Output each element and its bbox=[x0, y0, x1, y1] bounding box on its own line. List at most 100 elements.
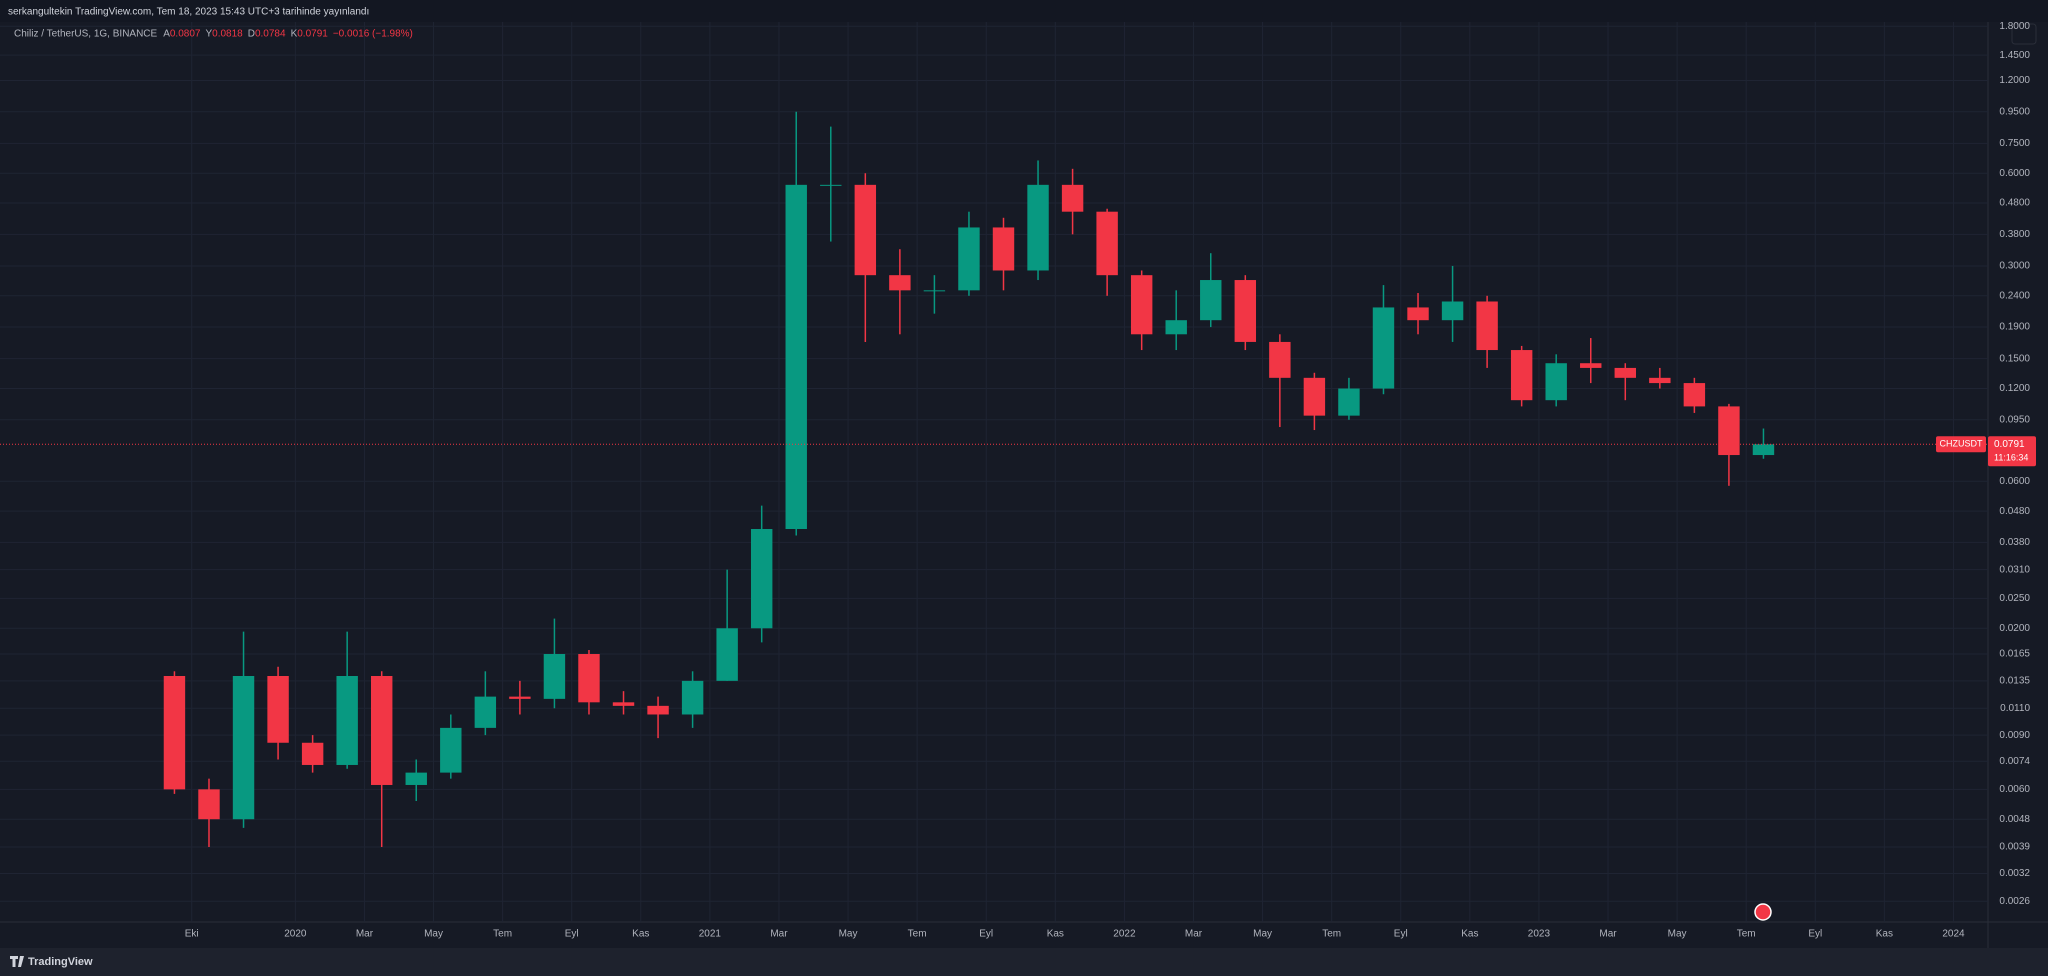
candle-body bbox=[992, 227, 1015, 271]
y-tick-label: 0.0200 bbox=[1999, 623, 2030, 634]
x-tick-label: Mar bbox=[1185, 929, 1203, 940]
candle-body bbox=[371, 675, 393, 785]
x-tick-label: Kas bbox=[632, 929, 649, 940]
candle-body bbox=[1683, 383, 1706, 407]
candle-body bbox=[958, 227, 980, 291]
y-tick-label: 0.0600 bbox=[1999, 476, 2030, 487]
candle-body bbox=[889, 275, 911, 291]
legend-ohlc-value: 0.0791 bbox=[297, 29, 328, 40]
footer-bar bbox=[0, 948, 2048, 976]
y-tick-label: 0.1900 bbox=[1999, 322, 2030, 333]
y-tick-label: 0.6000 bbox=[1999, 168, 2030, 179]
candle-body bbox=[785, 184, 807, 530]
x-tick-label: Eki bbox=[185, 929, 199, 940]
candle-body bbox=[1372, 307, 1395, 389]
candle-body bbox=[1096, 211, 1118, 276]
candle-body bbox=[405, 772, 427, 785]
legend-ohlc-value: 0.0784 bbox=[255, 29, 286, 40]
y-tick-label: 1.2000 bbox=[1999, 75, 2030, 86]
legend-ohlc-label: Y bbox=[205, 29, 212, 40]
y-tick-label: 0.0380 bbox=[1999, 537, 2030, 548]
y-tick-label: 0.0074 bbox=[1999, 756, 2030, 767]
candle-body bbox=[267, 675, 289, 743]
candle-body bbox=[612, 702, 635, 706]
x-tick-label: Kas bbox=[1047, 929, 1064, 940]
candle-body bbox=[1580, 363, 1602, 368]
candle-body bbox=[1165, 320, 1187, 335]
candle-body bbox=[647, 705, 669, 715]
event-icon[interactable] bbox=[1754, 903, 1772, 921]
candle-body bbox=[716, 628, 738, 681]
y-tick-label: 0.3000 bbox=[1999, 261, 2030, 272]
candles bbox=[163, 111, 1775, 847]
candle-body bbox=[336, 675, 358, 765]
x-tick-label: Eyl bbox=[1394, 929, 1408, 940]
symbol-tag bbox=[1936, 436, 1986, 453]
legend-symbol: Chiliz / TetherUS, 1G, BINANCE bbox=[14, 29, 158, 40]
legend-ohlc-label: K bbox=[291, 29, 298, 40]
x-tick-label: 2022 bbox=[1113, 929, 1136, 940]
y-tick-label: 0.9500 bbox=[1999, 106, 2030, 117]
candle-body bbox=[1752, 444, 1775, 456]
y-tick-label: 1.4500 bbox=[1999, 50, 2030, 61]
candle-body bbox=[198, 789, 220, 820]
x-tick-label: May bbox=[1668, 929, 1687, 940]
candle-body bbox=[543, 654, 566, 699]
candle-body bbox=[1130, 275, 1153, 335]
y-tick-label: 0.0048 bbox=[1999, 814, 2030, 825]
candle-body bbox=[474, 696, 497, 728]
candle-body bbox=[1649, 377, 1671, 384]
brand: TradingView bbox=[28, 956, 93, 968]
y-tick-label: 0.4800 bbox=[1999, 198, 2030, 209]
candle-body bbox=[1234, 280, 1257, 342]
y-tick-label: 1.8000 bbox=[1999, 21, 2030, 32]
candle-body bbox=[163, 675, 186, 790]
y-tick-label: 0.0135 bbox=[1999, 676, 2030, 687]
symbol-tag-text: CHZUSDT bbox=[1940, 439, 1983, 449]
price-tag-value: 0.0791 bbox=[1994, 439, 2025, 450]
legend-ohlc-label: A bbox=[163, 29, 170, 40]
y-tick-label: 0.0090 bbox=[1999, 730, 2030, 741]
candle-body bbox=[1407, 307, 1429, 321]
legend-ohlc-value: 0.0807 bbox=[170, 29, 201, 40]
legend-ohlc-label: D bbox=[248, 29, 255, 40]
y-tick-label: 0.7500 bbox=[1999, 138, 2030, 149]
y-tick-label: 0.1500 bbox=[1999, 353, 2030, 364]
y-tick-label: 0.3800 bbox=[1999, 229, 2030, 240]
x-tick-label: May bbox=[424, 929, 443, 940]
candle-body bbox=[232, 675, 255, 820]
y-tick-label: 0.0250 bbox=[1999, 593, 2030, 604]
x-tick-label: Mar bbox=[356, 929, 374, 940]
x-tick-label: Kas bbox=[1876, 929, 1893, 940]
x-tick-label: Tem bbox=[908, 929, 927, 940]
candle-body bbox=[1476, 301, 1498, 351]
axis-settings[interactable] bbox=[2011, 23, 2037, 45]
price-tag-countdown: 11:16:34 bbox=[1994, 453, 2028, 463]
x-tick-label: 2021 bbox=[699, 929, 722, 940]
x-tick-label: Tem bbox=[1322, 929, 1341, 940]
x-tick-label: 2020 bbox=[284, 929, 307, 940]
y-tick-label: 0.0039 bbox=[1999, 842, 2030, 853]
y-tick-label: 0.0310 bbox=[1999, 564, 2030, 575]
candle-body bbox=[301, 742, 324, 765]
candle-body bbox=[1303, 377, 1326, 416]
candle-body bbox=[750, 529, 773, 629]
candle-body bbox=[1510, 350, 1533, 401]
x-tick-label: Eyl bbox=[979, 929, 993, 940]
y-tick-label: 0.0110 bbox=[2000, 703, 2030, 714]
header-bar bbox=[0, 0, 2048, 22]
attribution: serkangultekin TradingView.com, Tem 18, … bbox=[8, 7, 369, 18]
x-tick-label: May bbox=[839, 929, 858, 940]
candle-body bbox=[1200, 280, 1222, 321]
overlay: CHZUSDT 0.0791 11:16:34 bbox=[0, 436, 2036, 467]
x-tick-label: Mar bbox=[770, 929, 788, 940]
candle-body bbox=[923, 290, 946, 292]
x-tick-label: Tem bbox=[1737, 929, 1756, 940]
x-tick-label: Eyl bbox=[565, 929, 579, 940]
candle-body bbox=[820, 184, 842, 186]
candle-body bbox=[1718, 406, 1740, 456]
candle-body bbox=[440, 727, 462, 773]
